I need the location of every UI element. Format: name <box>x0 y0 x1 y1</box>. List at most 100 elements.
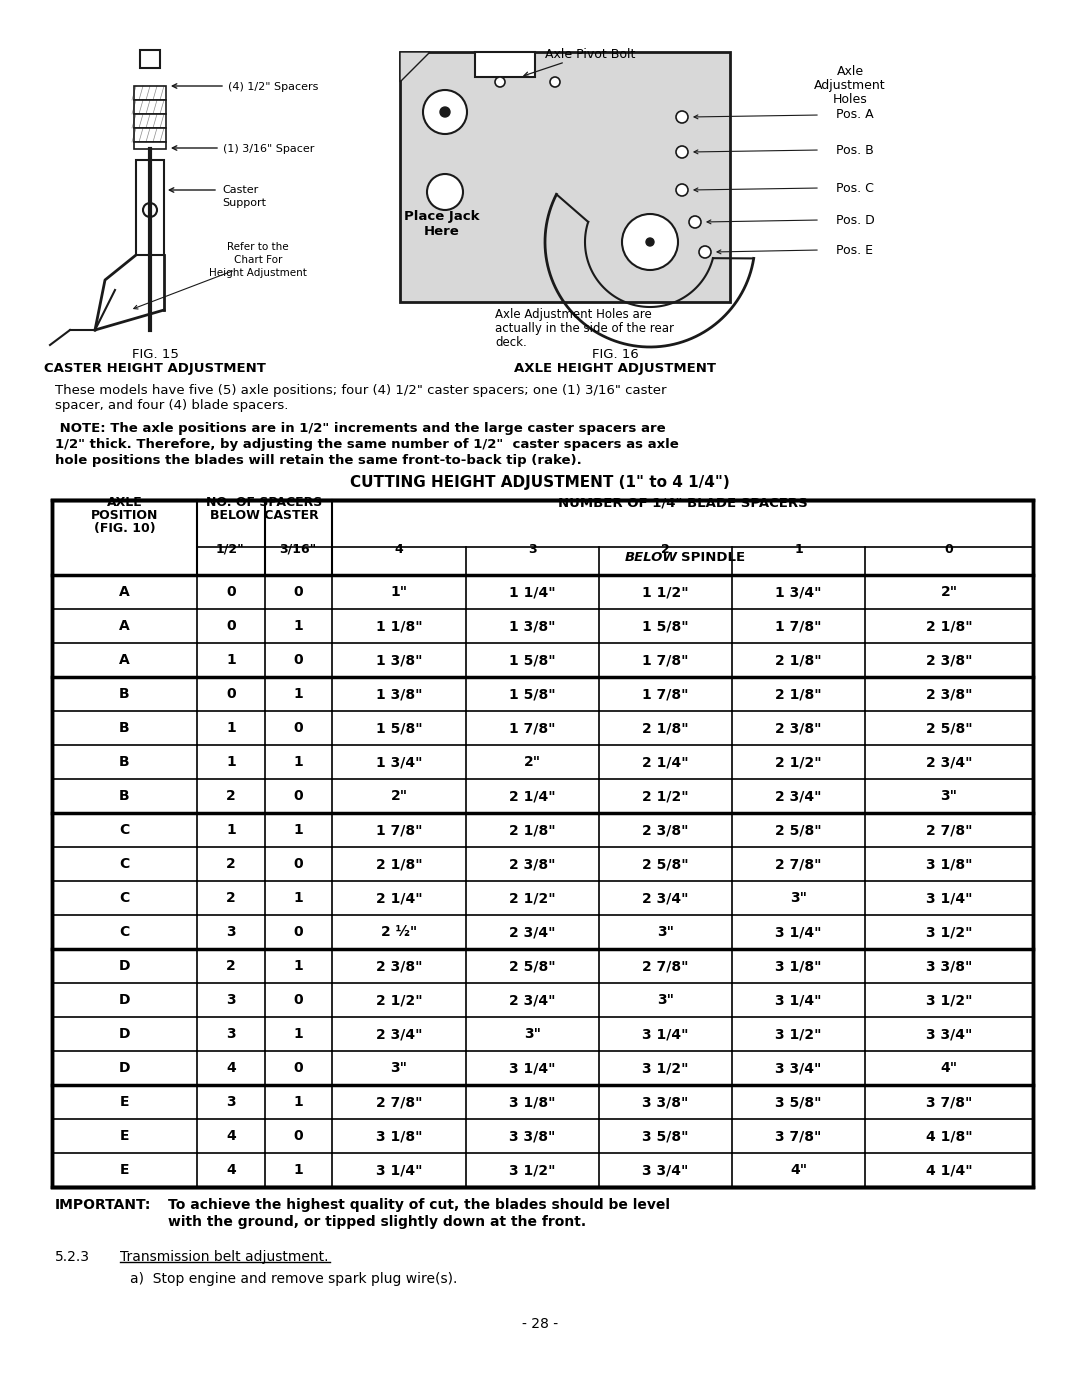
Text: 1/2": 1/2" <box>216 543 244 556</box>
Bar <box>52 500 1032 1187</box>
Text: (1) 3/16" Spacer: (1) 3/16" Spacer <box>222 144 314 154</box>
Bar <box>134 87 166 101</box>
Text: Chart For: Chart For <box>233 256 282 265</box>
Text: Axle Pivot Bolt: Axle Pivot Bolt <box>544 47 635 61</box>
Text: 3 1/2": 3 1/2" <box>926 925 972 939</box>
Text: A: A <box>119 619 130 633</box>
Text: 1: 1 <box>226 652 235 666</box>
Text: D: D <box>119 993 131 1007</box>
Text: 3": 3" <box>941 789 958 803</box>
Text: Pos. B: Pos. B <box>836 144 874 156</box>
Text: IMPORTANT:: IMPORTANT: <box>55 1199 151 1213</box>
Text: 2 1/8": 2 1/8" <box>775 687 822 701</box>
Text: Support: Support <box>222 198 266 208</box>
Text: 2": 2" <box>941 585 958 599</box>
Text: 1 3/4": 1 3/4" <box>775 585 822 599</box>
Text: 0: 0 <box>294 856 303 870</box>
Text: 0: 0 <box>294 993 303 1007</box>
Text: Pos. E: Pos. E <box>837 243 874 257</box>
Text: a)  Stop engine and remove spark plug wire(s).: a) Stop engine and remove spark plug wir… <box>130 1273 457 1287</box>
Bar <box>136 161 164 256</box>
Text: 4 1/8": 4 1/8" <box>926 1129 972 1143</box>
Text: Holes: Holes <box>833 94 867 106</box>
Text: (FIG. 10): (FIG. 10) <box>94 522 156 535</box>
Text: 3 1/4": 3 1/4" <box>775 925 822 939</box>
Text: 3 3/8": 3 3/8" <box>926 958 972 972</box>
Text: 1: 1 <box>294 687 303 701</box>
Text: 3 3/8": 3 3/8" <box>510 1129 556 1143</box>
Text: 3 1/2": 3 1/2" <box>510 1162 556 1178</box>
Text: 2 5/8": 2 5/8" <box>509 958 556 972</box>
Text: 3 1/4": 3 1/4" <box>926 891 972 905</box>
Bar <box>475 52 535 77</box>
Text: 2 1/4": 2 1/4" <box>509 789 556 803</box>
Text: 3 1/2": 3 1/2" <box>926 993 972 1007</box>
Text: 2 3/4": 2 3/4" <box>926 754 972 768</box>
Text: BELOW CASTER: BELOW CASTER <box>211 509 319 522</box>
Circle shape <box>622 214 678 270</box>
Circle shape <box>676 110 688 123</box>
Text: E: E <box>120 1129 130 1143</box>
Text: C: C <box>120 856 130 870</box>
Text: 3 3/4": 3 3/4" <box>926 1027 972 1041</box>
Text: 2 3/8": 2 3/8" <box>643 823 689 837</box>
Text: 3 1/4": 3 1/4" <box>643 1027 689 1041</box>
Text: 3": 3" <box>657 925 674 939</box>
Text: 4: 4 <box>226 1162 235 1178</box>
Text: SPINDLE: SPINDLE <box>680 550 744 564</box>
Text: 2 3/4": 2 3/4" <box>510 925 556 939</box>
Text: 2: 2 <box>226 891 235 905</box>
Text: 4: 4 <box>226 1129 235 1143</box>
Text: 5.2.3: 5.2.3 <box>55 1250 90 1264</box>
Text: 4": 4" <box>789 1162 807 1178</box>
Text: 0: 0 <box>945 543 954 556</box>
Text: B: B <box>119 754 130 768</box>
Text: 0: 0 <box>294 789 303 803</box>
Text: 1: 1 <box>226 823 235 837</box>
Text: 1: 1 <box>226 721 235 735</box>
Text: NOTE: The axle positions are in 1/2" increments and the large caster spacers are: NOTE: The axle positions are in 1/2" inc… <box>55 422 665 434</box>
Text: 4": 4" <box>941 1060 958 1076</box>
Text: hole positions the blades will retain the same front-to-back tip (rake).: hole positions the blades will retain th… <box>55 454 582 467</box>
Text: 3 1/8": 3 1/8" <box>775 958 822 972</box>
Text: NO. OF SPACERS: NO. OF SPACERS <box>206 496 323 509</box>
Circle shape <box>427 175 463 210</box>
Polygon shape <box>400 52 430 82</box>
Text: 1: 1 <box>294 891 303 905</box>
Text: B: B <box>119 687 130 701</box>
Text: Adjustment: Adjustment <box>814 80 886 92</box>
Text: 4: 4 <box>394 543 403 556</box>
Text: 3 3/4": 3 3/4" <box>643 1162 689 1178</box>
Text: actually in the side of the rear: actually in the side of the rear <box>495 321 674 335</box>
Text: 3: 3 <box>528 543 537 556</box>
Text: 0: 0 <box>226 585 235 599</box>
Circle shape <box>550 77 561 87</box>
Circle shape <box>440 108 450 117</box>
Text: - 28 -: - 28 - <box>522 1317 558 1331</box>
Circle shape <box>423 89 467 134</box>
Text: C: C <box>120 891 130 905</box>
Text: 1 7/8": 1 7/8" <box>376 823 422 837</box>
Text: 2 5/8": 2 5/8" <box>926 721 972 735</box>
Circle shape <box>495 77 505 87</box>
Text: 2 1/2": 2 1/2" <box>509 891 556 905</box>
Text: 3 1/4": 3 1/4" <box>510 1060 556 1076</box>
Text: 1 5/8": 1 5/8" <box>376 721 422 735</box>
Text: B: B <box>119 789 130 803</box>
Text: 2 1/8": 2 1/8" <box>509 823 556 837</box>
Text: 2 1/8": 2 1/8" <box>926 619 972 633</box>
Text: 0: 0 <box>294 925 303 939</box>
Text: Pos. D: Pos. D <box>836 214 875 226</box>
Circle shape <box>143 203 157 217</box>
Text: 2 3/4": 2 3/4" <box>510 993 556 1007</box>
Text: 1 1/4": 1 1/4" <box>509 585 556 599</box>
Text: 0: 0 <box>294 1060 303 1076</box>
Text: 2 7/8": 2 7/8" <box>643 958 689 972</box>
Text: 1: 1 <box>294 754 303 768</box>
Text: A: A <box>119 652 130 666</box>
Text: 1: 1 <box>794 543 802 556</box>
Text: CUTTING HEIGHT ADJUSTMENT (1" to 4 1/4"): CUTTING HEIGHT ADJUSTMENT (1" to 4 1/4") <box>350 475 730 490</box>
Text: 2 3/8": 2 3/8" <box>775 721 822 735</box>
Text: 2 ½": 2 ½" <box>381 925 417 939</box>
Text: 2 5/8": 2 5/8" <box>643 856 689 870</box>
